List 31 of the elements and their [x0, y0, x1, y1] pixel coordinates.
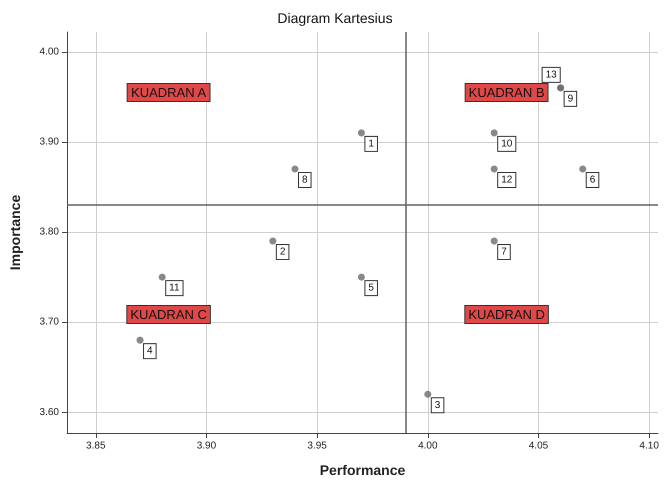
annotation: 5 — [368, 282, 374, 294]
x-tick-label: 4.05 — [528, 440, 549, 452]
x-tick-label: 4.00 — [418, 440, 438, 452]
annotation: 13 — [546, 69, 558, 80]
annotation: 2 — [280, 246, 286, 258]
x-tick-label: 3.90 — [196, 440, 217, 452]
y-tick-label: 3.80 — [40, 226, 60, 238]
annotation: 4 — [147, 346, 154, 357]
x-tick-label: 4.10 — [639, 440, 660, 452]
annotation: 8 — [302, 174, 308, 186]
y-tick-label: 4.00 — [40, 46, 60, 58]
annotation: 7 — [501, 246, 508, 258]
y-tick-label: 3.90 — [40, 136, 60, 148]
annotation: KUADRAN D — [468, 306, 545, 322]
x-tick-label: 3.85 — [86, 440, 106, 452]
x-axis-title: Performance — [320, 462, 406, 478]
annotation: 11 — [169, 282, 180, 294]
y-axis-title: Importance — [7, 194, 23, 270]
annotation: KUADRAN C — [130, 306, 207, 322]
annotation: 10 — [501, 138, 513, 150]
annotation: KUADRAN B — [468, 85, 545, 100]
annotation: 1 — [368, 138, 374, 150]
y-tick-label: 3.70 — [40, 316, 60, 328]
y-tick-label: 3.60 — [40, 406, 60, 418]
annotation: 6 — [590, 174, 596, 186]
annotation: 3 — [434, 400, 441, 411]
annotation: 12 — [501, 174, 513, 186]
chart-title: Diagram Kartesius — [277, 10, 393, 26]
x-tick-label: 3.95 — [307, 440, 328, 452]
annotation: KUADRAN A — [131, 85, 206, 100]
annotation: 9 — [568, 93, 574, 104]
